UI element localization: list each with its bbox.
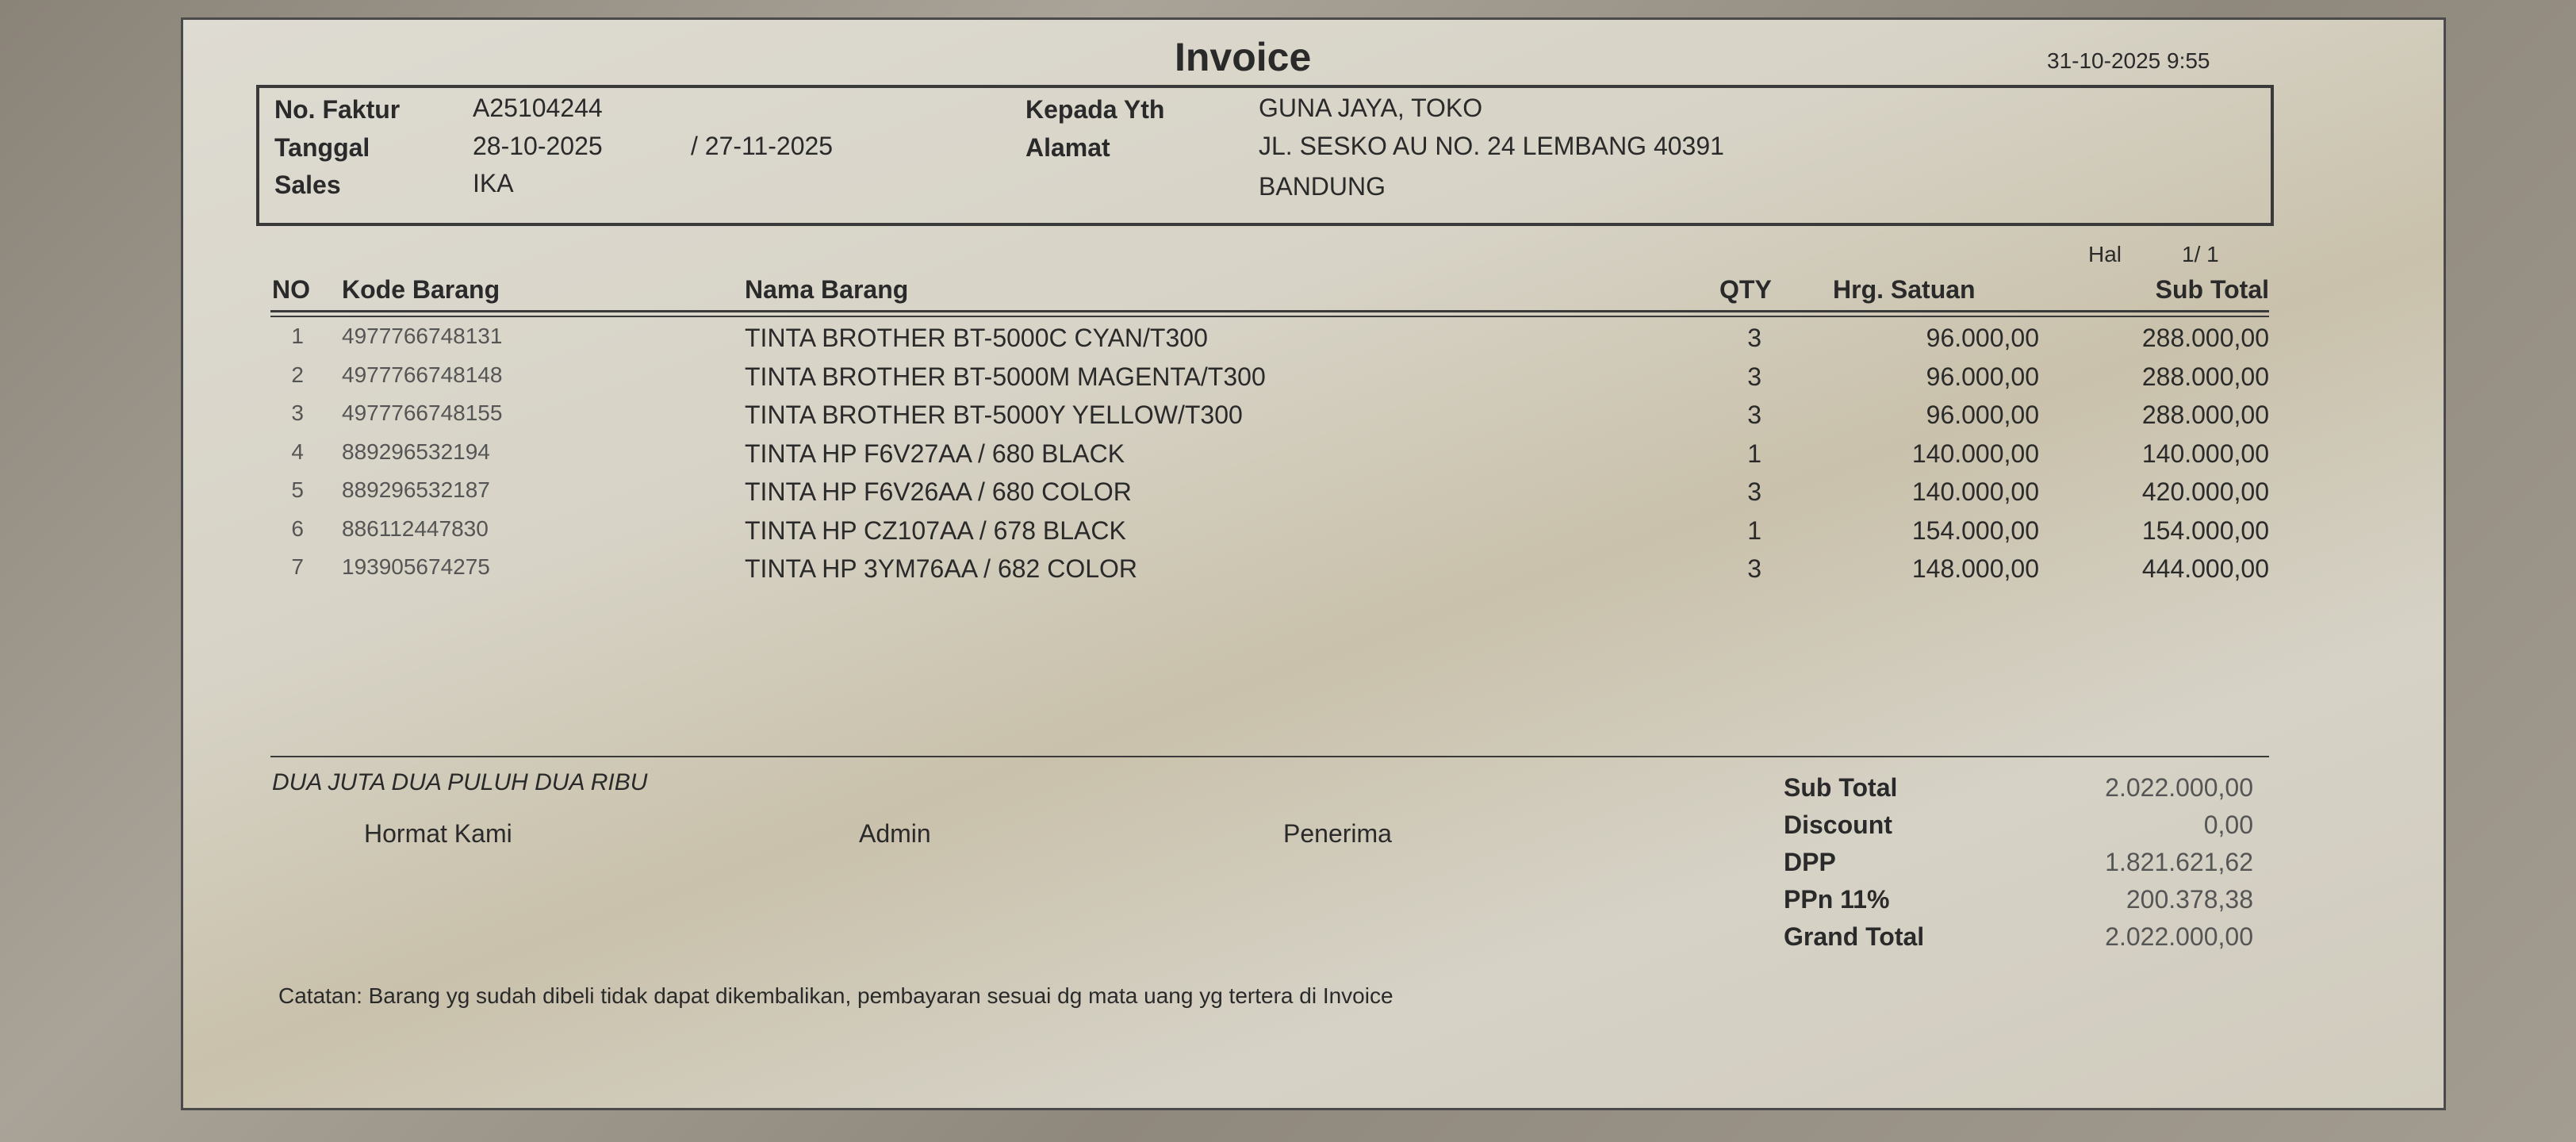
row-subtotal: 444.000,00 bbox=[2141, 554, 2269, 583]
row-no: 4 bbox=[291, 439, 304, 464]
col-no: NO bbox=[272, 275, 310, 304]
row-nama: TINTA BROTHER BT-5000M MAGENTA/T300 bbox=[745, 362, 1266, 391]
row-kode: 4977766748131 bbox=[342, 324, 503, 348]
row-qty: 3 bbox=[1747, 362, 1761, 391]
row-qty: 1 bbox=[1747, 515, 1761, 545]
page-label: Hal bbox=[2088, 242, 2122, 266]
row-subtotal: 288.000,00 bbox=[2141, 324, 2269, 352]
col-subtotal: Sub Total bbox=[2155, 275, 2269, 304]
col-nama: Nama Barang bbox=[745, 275, 909, 304]
row-kode: 886112447830 bbox=[342, 515, 489, 541]
row-kode: 889296532194 bbox=[342, 439, 490, 464]
total-label: PPn 11% bbox=[1784, 885, 1890, 914]
row-harga: 96.000,00 bbox=[1926, 400, 2039, 429]
row-kode: 4977766748155 bbox=[342, 400, 503, 425]
no-faktur-label: No. Faktur bbox=[274, 95, 401, 124]
header-divider-2 bbox=[270, 316, 2269, 317]
row-no: 2 bbox=[291, 362, 304, 387]
col-qty: QTY bbox=[1719, 275, 1772, 304]
header-divider bbox=[270, 310, 2269, 312]
row-subtotal: 154.000,00 bbox=[2141, 515, 2269, 545]
row-harga: 154.000,00 bbox=[1911, 515, 2039, 545]
header-box bbox=[256, 85, 2274, 226]
row-harga: 140.000,00 bbox=[1911, 477, 2039, 506]
footer-divider bbox=[270, 756, 2269, 757]
row-kode: 889296532187 bbox=[342, 477, 490, 502]
row-nama: TINTA HP F6V26AA / 680 COLOR bbox=[745, 477, 1132, 506]
row-harga: 148.000,00 bbox=[1911, 554, 2039, 583]
jatuh-tempo-value: / 27-11-2025 bbox=[691, 132, 834, 160]
row-kode: 193905674275 bbox=[342, 554, 490, 579]
row-no: 1 bbox=[291, 324, 304, 348]
alamat-label: Alamat bbox=[1025, 133, 1110, 162]
alamat-line-2: BANDUNG bbox=[1259, 172, 1386, 201]
total-value: 2.022.000,00 bbox=[2105, 773, 2253, 802]
total-value: 1.821.621,62 bbox=[2105, 848, 2253, 876]
row-harga: 96.000,00 bbox=[1926, 362, 2039, 391]
tanggal-label: Tanggal bbox=[274, 133, 370, 162]
row-qty: 3 bbox=[1747, 477, 1761, 506]
sales-label: Sales bbox=[274, 171, 341, 199]
row-no: 5 bbox=[291, 477, 304, 502]
row-subtotal: 288.000,00 bbox=[2141, 400, 2269, 429]
catatan-note: Catatan: Barang yg sudah dibeli tidak da… bbox=[278, 983, 1393, 1008]
row-nama: TINTA BROTHER BT-5000Y YELLOW/T300 bbox=[745, 400, 1243, 429]
total-label: Grand Total bbox=[1784, 922, 1925, 951]
row-qty: 3 bbox=[1747, 554, 1761, 583]
total-value: 0,00 bbox=[2203, 811, 2253, 839]
invoice-paper: Invoice 31-10-2025 9:55 No. Faktur A2510… bbox=[181, 17, 2446, 1110]
total-label: DPP bbox=[1784, 848, 1836, 876]
kepada-label: Kepada Yth bbox=[1025, 95, 1165, 124]
row-harga: 96.000,00 bbox=[1926, 324, 2039, 352]
row-qty: 1 bbox=[1747, 439, 1761, 468]
row-nama: TINTA HP 3YM76AA / 682 COLOR bbox=[745, 554, 1138, 583]
printed-timestamp: 31-10-2025 9:55 bbox=[2047, 48, 2210, 73]
invoice-title: Invoice bbox=[1175, 35, 1312, 79]
row-subtotal: 420.000,00 bbox=[2141, 477, 2269, 506]
total-value: 200.378,38 bbox=[2126, 885, 2253, 914]
signature-hormat-kami: Hormat Kami bbox=[364, 819, 512, 848]
signature-admin: Admin bbox=[859, 819, 931, 848]
total-value: 2.022.000,00 bbox=[2105, 922, 2253, 951]
row-qty: 3 bbox=[1747, 324, 1761, 352]
row-no: 6 bbox=[291, 515, 304, 541]
col-harga: Hrg. Satuan bbox=[1833, 275, 1976, 304]
row-nama: TINTA BROTHER BT-5000C CYAN/T300 bbox=[745, 324, 1208, 352]
signature-penerima: Penerima bbox=[1283, 819, 1392, 848]
row-harga: 140.000,00 bbox=[1911, 439, 2039, 468]
kepada-value: GUNA JAYA, TOKO bbox=[1259, 94, 1483, 122]
row-nama: TINTA HP F6V27AA / 680 BLACK bbox=[745, 439, 1125, 468]
row-kode: 4977766748148 bbox=[342, 362, 503, 387]
row-nama: TINTA HP CZ107AA / 678 BLACK bbox=[745, 515, 1126, 545]
page-value: 1/ 1 bbox=[2182, 242, 2219, 266]
row-qty: 3 bbox=[1747, 400, 1761, 429]
total-label: Sub Total bbox=[1784, 773, 1898, 802]
tanggal-value: 28-10-2025 bbox=[473, 132, 603, 160]
row-no: 7 bbox=[291, 554, 304, 579]
sales-value: IKA bbox=[473, 169, 514, 197]
total-label: Discount bbox=[1784, 811, 1892, 839]
row-subtotal: 288.000,00 bbox=[2141, 362, 2269, 391]
col-kode: Kode Barang bbox=[342, 275, 500, 304]
row-no: 3 bbox=[291, 400, 304, 425]
row-subtotal: 140.000,00 bbox=[2141, 439, 2269, 468]
alamat-line-1: JL. SESKO AU NO. 24 LEMBANG 40391 bbox=[1259, 132, 1724, 160]
terbilang: DUA JUTA DUA PULUH DUA RIBU bbox=[272, 769, 648, 795]
no-faktur-value: A25104244 bbox=[473, 94, 603, 122]
